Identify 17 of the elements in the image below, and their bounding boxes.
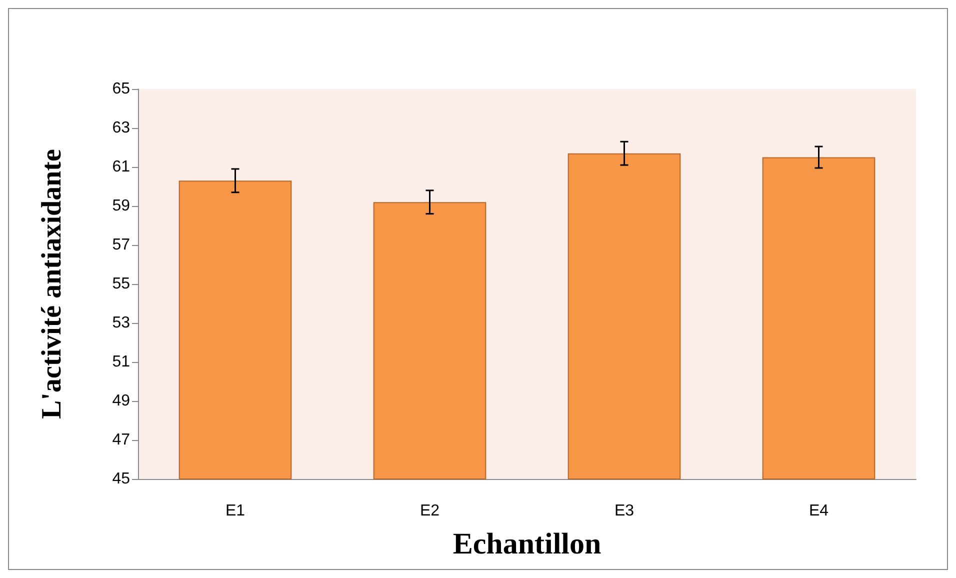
y-tick-label: 63: [112, 120, 130, 136]
x-tick-label: E2: [420, 502, 440, 520]
y-tick-label: 51: [112, 354, 130, 370]
y-tick-label: 53: [112, 314, 130, 332]
y-tick-label: 57: [112, 236, 130, 254]
y-tick-label: 55: [112, 276, 130, 292]
y-tick-label: 49: [112, 392, 130, 410]
y-tick-label: 61: [112, 158, 130, 176]
x-tick-label: E4: [808, 502, 829, 520]
x-axis-title: Echantillon: [452, 528, 602, 560]
y-axis-title: L'activité antiaxidante: [36, 149, 68, 419]
y-tick-label: 65: [112, 80, 130, 98]
x-tick-label: E3: [614, 502, 634, 520]
x-tick-label: E1: [225, 502, 246, 520]
y-tick-label: 47: [112, 432, 130, 448]
y-tick-label: 45: [112, 470, 130, 488]
y-tick-label: 59: [112, 198, 130, 214]
